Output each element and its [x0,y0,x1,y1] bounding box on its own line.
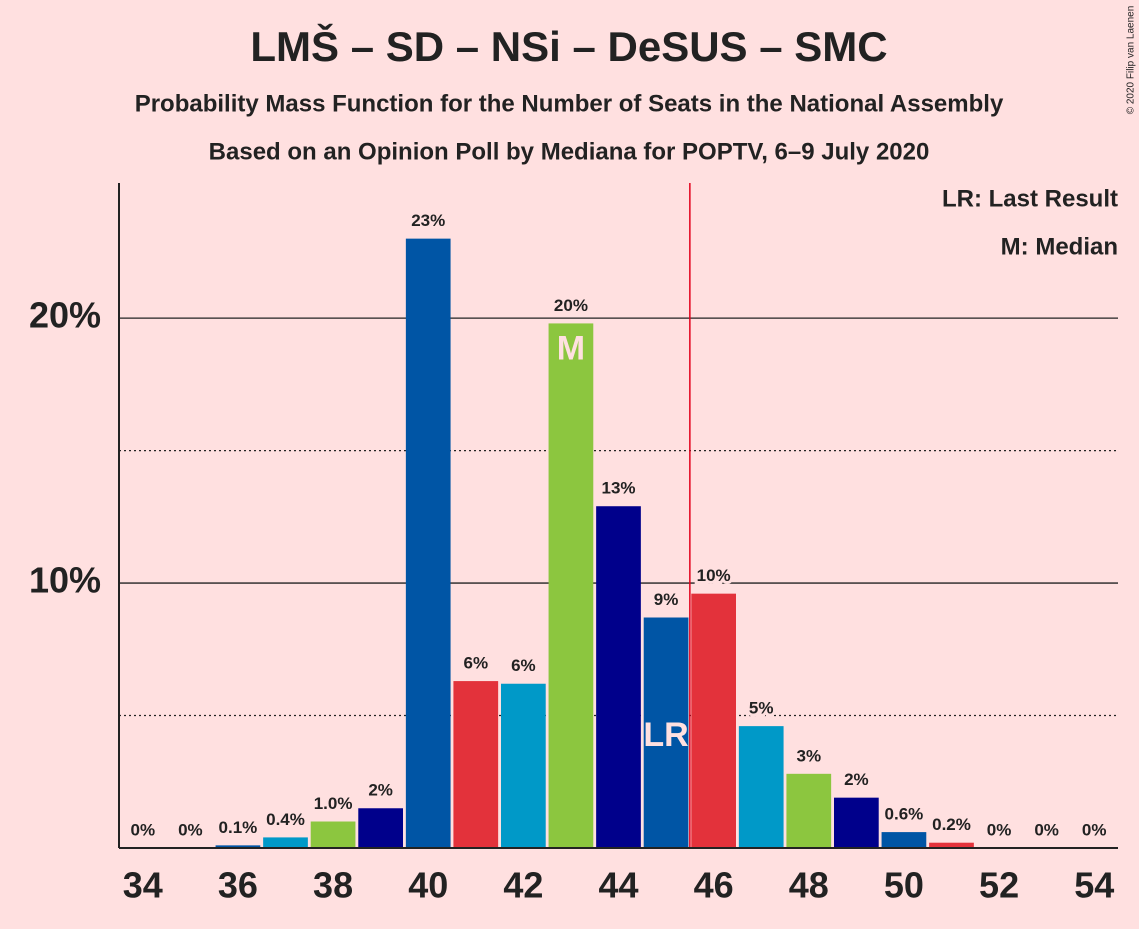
y-tick-label: 10% [29,560,101,601]
x-tick-label: 38 [313,865,353,906]
value-label: 0% [987,820,1012,839]
value-label: 0.1% [219,818,258,837]
y-tick-label: 20% [29,295,101,336]
value-label: 6% [463,654,488,673]
value-label: 2% [844,770,869,789]
bar [453,681,499,848]
value-label: 6% [511,656,536,675]
chart-title: LMŠ – SD – NSi – DeSUS – SMC [250,22,887,70]
value-label: 13% [601,479,635,498]
value-label: 2% [368,781,393,800]
bar [786,773,832,848]
bar [500,683,546,848]
value-label: 0% [130,820,155,839]
x-tick-label: 48 [789,865,829,906]
value-label: 0% [1034,820,1059,839]
copyright: © 2020 Filip van Laenen [1126,6,1137,115]
value-label: 0.6% [885,805,924,824]
bar [643,617,689,848]
bar [548,323,594,848]
chart-subtitle: Based on an Opinion Poll by Mediana for … [209,138,930,165]
median-marker: M [557,330,585,368]
x-tick-label: 46 [694,865,734,906]
legend-entry: M: Median [1001,233,1118,260]
value-label: 10% [697,566,731,585]
legend-entry: LR: Last Result [942,185,1118,212]
x-tick-label: 40 [408,865,448,906]
x-tick-label: 50 [884,865,924,906]
bar [738,726,784,848]
bar [215,845,261,848]
bar [833,797,879,848]
value-label: 0.2% [932,815,971,834]
value-label: 5% [749,699,774,718]
value-label: 20% [554,296,588,315]
chart-subtitle: Probability Mass Function for the Number… [135,90,1004,117]
bar [263,837,308,848]
value-label: 0% [1082,820,1107,839]
bar [929,842,974,848]
x-tick-label: 44 [598,865,638,906]
value-label: 1.0% [314,794,353,813]
bar [691,593,737,848]
bar [358,808,404,848]
last-result-marker: LR [643,716,688,754]
bar [405,238,451,848]
x-tick-label: 36 [218,865,258,906]
bar [310,821,356,848]
bar [881,832,927,848]
x-tick-label: 34 [123,865,163,906]
value-label: 0% [178,820,203,839]
x-tick-label: 52 [979,865,1019,906]
value-label: 9% [654,590,679,609]
value-label: 3% [796,746,821,765]
bar [596,506,641,848]
x-tick-label: 42 [503,865,543,906]
value-label: 0.4% [266,810,305,829]
value-label: 23% [411,211,445,230]
x-tick-label: 54 [1074,865,1114,906]
